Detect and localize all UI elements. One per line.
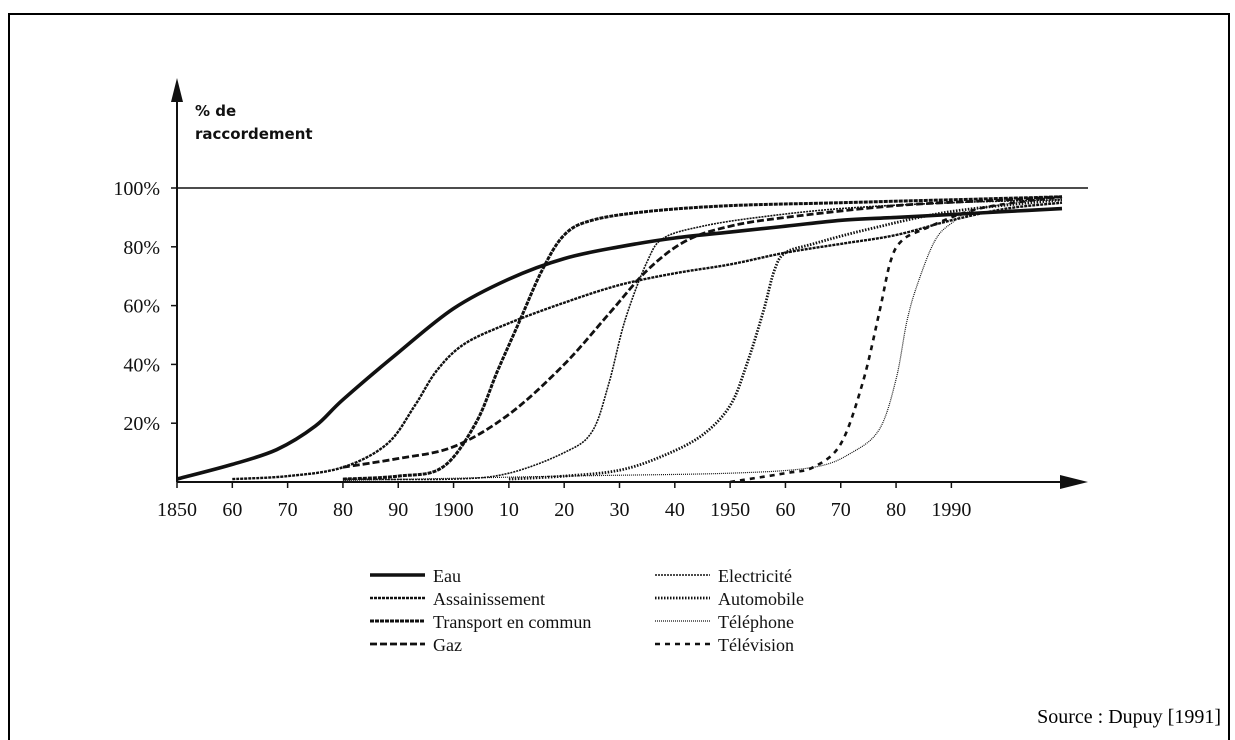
x-tick-label: 20 <box>554 499 574 521</box>
chart-frame <box>8 13 1230 740</box>
x-tick-label: 1950 <box>710 499 750 521</box>
y-axis-label-line-2: raccordement <box>195 125 313 143</box>
legend: Eau Assainissement Transport en commun Gaz E… <box>370 566 804 655</box>
x-tick-label: 70 <box>278 499 298 521</box>
series-lines <box>176 195 1063 484</box>
y-tick-label: 80% <box>123 237 160 259</box>
x-tick-label: 10 <box>499 499 519 521</box>
series-line-assainissement <box>232 201 1063 481</box>
series-line-electricite <box>342 199 1063 481</box>
y-tick-label: 60% <box>123 296 160 318</box>
legend-label: Télévision <box>718 635 794 655</box>
series-line-automobile <box>508 198 1063 481</box>
legend-label: Automobile <box>718 589 804 609</box>
y-axis-arrowhead <box>171 78 183 102</box>
x-tick-label: 80 <box>886 499 906 521</box>
y-axis-label-line-1: % de <box>195 102 236 120</box>
source-note: Source : Dupuy [1991] <box>1037 706 1221 728</box>
series-line-eau <box>176 206 1063 481</box>
series-line-telephone <box>342 196 1063 482</box>
x-tick-label: 70 <box>831 499 851 521</box>
y-tick-label: 40% <box>123 354 160 376</box>
x-tick-label: 80 <box>333 499 353 521</box>
x-tick-label: 30 <box>610 499 630 521</box>
legend-label: Eau <box>433 566 461 586</box>
x-tick-labels: 1850 60 70 80 90 1900 10 20 30 40 1950 60 70 80 1990 <box>157 482 971 521</box>
x-axis-arrowhead <box>1060 475 1088 489</box>
y-tick-label: 100% <box>113 178 160 200</box>
x-tick-label: 1900 <box>434 499 474 521</box>
legend-label: Gaz <box>433 635 462 655</box>
series-line-transport-en-commun <box>342 195 1063 481</box>
x-tick-label: 1850 <box>157 499 197 521</box>
x-tick-label: 60 <box>222 499 242 521</box>
y-axis-label: % de raccordement <box>195 102 313 143</box>
axes <box>171 78 1088 489</box>
x-tick-label: 60 <box>775 499 795 521</box>
series-line-television <box>729 195 1063 484</box>
legend-label: Electricité <box>718 566 792 586</box>
x-tick-label: 1990 <box>931 499 971 521</box>
x-tick-label: 90 <box>388 499 408 521</box>
x-tick-label: 40 <box>665 499 685 521</box>
y-tick-label: 20% <box>123 413 160 435</box>
y-tick-labels: 100% 80% 60% 40% 20% <box>113 178 177 435</box>
legend-label: Téléphone <box>718 612 794 632</box>
series-line-gaz <box>342 195 1063 469</box>
legend-label: Assainissement <box>433 589 545 609</box>
legend-label: Transport en commun <box>433 612 591 632</box>
